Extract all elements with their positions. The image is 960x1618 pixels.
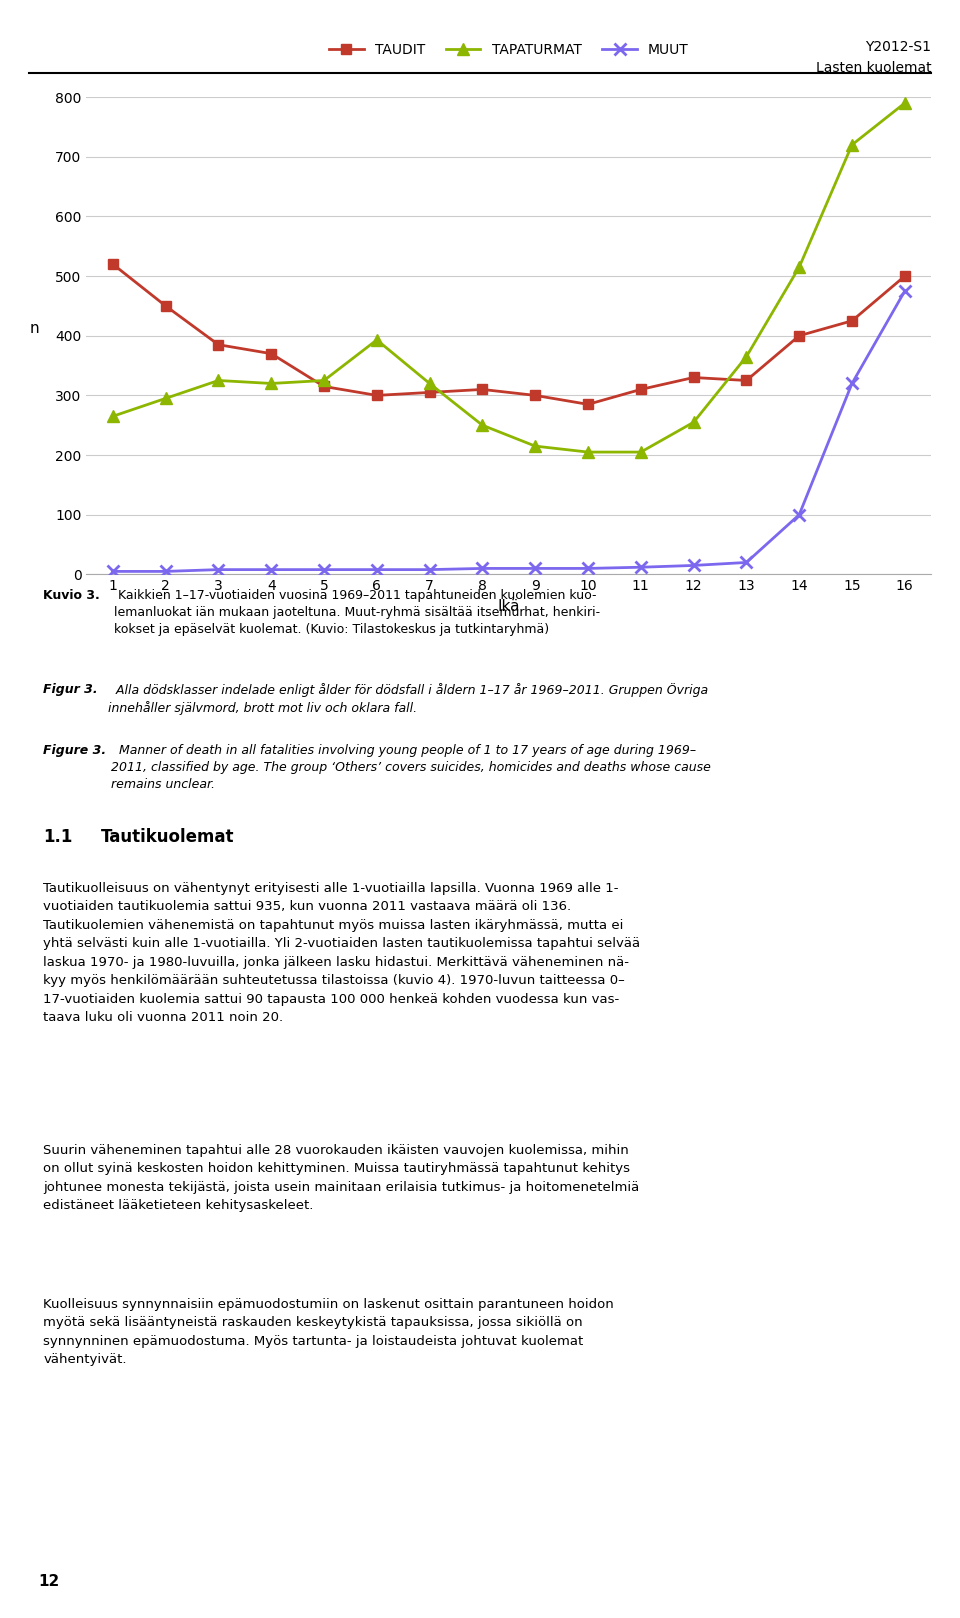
Text: Figur 3.: Figur 3. <box>43 683 98 696</box>
Text: Figure 3.: Figure 3. <box>43 744 107 757</box>
X-axis label: Ikä: Ikä <box>497 599 520 613</box>
Text: Kuvio 3.: Kuvio 3. <box>43 589 100 602</box>
Text: Tautikuolemat: Tautikuolemat <box>101 828 234 846</box>
Y-axis label: n: n <box>30 320 39 337</box>
Legend: TAUDIT, TAPATURMAT, MUUT: TAUDIT, TAPATURMAT, MUUT <box>324 37 694 63</box>
Text: Tautikuolleisuus on vähentynyt erityisesti alle 1-vuotiailla lapsilla. Vuonna 19: Tautikuolleisuus on vähentynyt erityises… <box>43 882 640 1024</box>
Text: 1.1: 1.1 <box>43 828 73 846</box>
Text: Kaikkien 1–17-vuotiaiden vuosina 1969–2011 tapahtuneiden kuolemien kuo-
lemanluo: Kaikkien 1–17-vuotiaiden vuosina 1969–20… <box>114 589 600 636</box>
Text: Y2012-S1: Y2012-S1 <box>865 40 931 55</box>
Text: Manner of death in all fatalities involving young people of 1 to 17 years of age: Manner of death in all fatalities involv… <box>111 744 711 791</box>
Text: Lasten kuolemat: Lasten kuolemat <box>816 61 931 76</box>
Text: 12: 12 <box>38 1574 60 1589</box>
Text: Alla dödsklasser indelade enligt ålder för dödsfall i åldern 1–17 år 1969–2011. : Alla dödsklasser indelade enligt ålder f… <box>108 683 708 715</box>
Text: Suurin väheneminen tapahtui alle 28 vuorokauden ikäisten vauvojen kuolemissa, mi: Suurin väheneminen tapahtui alle 28 vuor… <box>43 1144 639 1212</box>
Text: Kuolleisuus synnynnaisiin epämuodostumiin on laskenut osittain parantuneen hoido: Kuolleisuus synnynnaisiin epämuodostumii… <box>43 1298 614 1366</box>
